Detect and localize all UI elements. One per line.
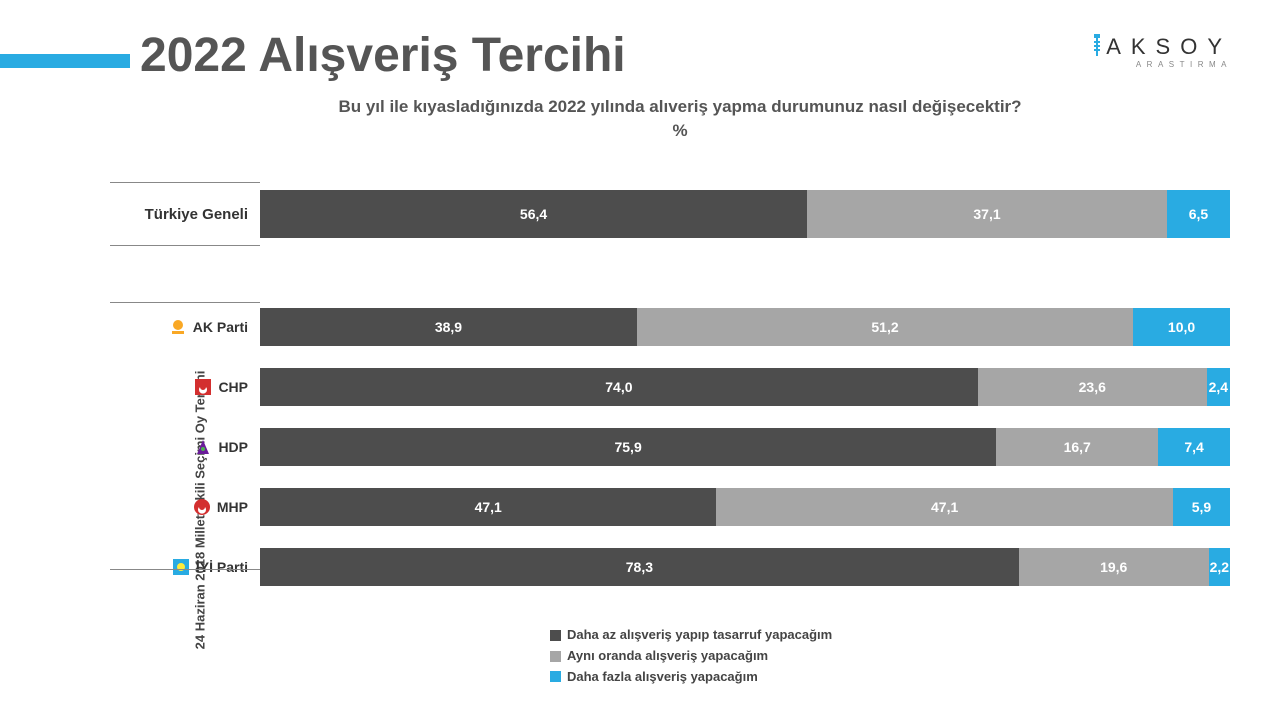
row-label: AK Parti bbox=[110, 318, 260, 336]
divider bbox=[110, 245, 260, 246]
bar-row-party: AK Parti 38,951,210,0 bbox=[110, 308, 1230, 346]
bar-general: 56,437,16,5 bbox=[260, 190, 1230, 238]
bar-segment: 5,9 bbox=[1173, 488, 1230, 526]
divider bbox=[110, 302, 260, 303]
legend-swatch-1 bbox=[550, 630, 561, 641]
bar-segment: 75,9 bbox=[260, 428, 996, 466]
legend-swatch-2 bbox=[550, 651, 561, 662]
legend-item: Aynı oranda alışveriş yapacağım bbox=[550, 646, 832, 667]
bar-segment: 7,4 bbox=[1158, 428, 1230, 466]
bar-chp: 74,023,62,4 bbox=[260, 368, 1230, 406]
bar-akp: 38,951,210,0 bbox=[260, 308, 1230, 346]
party-label-text: MHP bbox=[217, 499, 248, 515]
accent-bar bbox=[0, 54, 130, 68]
bar-row-party: CHP 74,023,62,4 bbox=[110, 368, 1230, 406]
bar-segment: 2,2 bbox=[1209, 548, 1230, 586]
logo-main: AKSOY bbox=[1090, 34, 1232, 62]
legend-swatch-3 bbox=[550, 671, 561, 682]
subtitle-line2: % bbox=[672, 121, 687, 140]
legend-label: Daha az alışveriş yapıp tasarruf yapacağ… bbox=[567, 625, 832, 646]
row-label-general: Türkiye Geneli bbox=[110, 206, 260, 223]
legend: Daha az alışveriş yapıp tasarruf yapacağ… bbox=[550, 625, 832, 687]
bar-segment: 47,1 bbox=[716, 488, 1172, 526]
akp-icon bbox=[169, 318, 187, 336]
logo-main-text: AKSOY bbox=[1106, 34, 1232, 59]
iyi-icon bbox=[172, 558, 190, 576]
row-label: İYİ Parti bbox=[110, 558, 260, 576]
party-block: AK Parti 38,951,210,0 CHP 74,023,62,4 HDP 75,… bbox=[110, 308, 1230, 586]
bar-row-party: HDP 75,916,77,4 bbox=[110, 428, 1230, 466]
bar-segment: 37,1 bbox=[807, 190, 1167, 238]
bar-segment: 10,0 bbox=[1133, 308, 1230, 346]
bar-hdp: 75,916,77,4 bbox=[260, 428, 1230, 466]
general-block: Türkiye Geneli 56,437,16,5 bbox=[110, 190, 1230, 238]
brand-logo: AKSOY ARASTIRMA bbox=[1090, 34, 1232, 69]
bar-segment: 47,1 bbox=[260, 488, 716, 526]
bar-segment: 56,4 bbox=[260, 190, 807, 238]
bar-segment: 51,2 bbox=[637, 308, 1133, 346]
bar-mhp: 47,147,15,9 bbox=[260, 488, 1230, 526]
bar-segment: 2,4 bbox=[1207, 368, 1230, 406]
bar-segment: 74,0 bbox=[260, 368, 978, 406]
divider bbox=[110, 182, 260, 183]
row-label: MHP bbox=[110, 498, 260, 516]
bar-row-party: İYİ Parti 78,319,62,2 bbox=[110, 548, 1230, 586]
legend-label: Daha fazla alışveriş yapacağım bbox=[567, 667, 758, 688]
bar-row-party: MHP47,147,15,9 bbox=[110, 488, 1230, 526]
legend-item: Daha az alışveriş yapıp tasarruf yapacağ… bbox=[550, 625, 832, 646]
logo-icon bbox=[1090, 34, 1104, 62]
mhp-icon bbox=[193, 498, 211, 516]
party-label-text: İYİ Parti bbox=[196, 559, 248, 575]
bar-segment: 38,9 bbox=[260, 308, 637, 346]
bar-segment: 78,3 bbox=[260, 548, 1019, 586]
divider bbox=[110, 569, 260, 570]
row-label: CHP bbox=[110, 378, 260, 396]
bar-iyi: 78,319,62,2 bbox=[260, 548, 1230, 586]
chp-icon bbox=[194, 378, 212, 396]
bar-row-general: Türkiye Geneli 56,437,16,5 bbox=[110, 190, 1230, 238]
bar-segment: 16,7 bbox=[996, 428, 1158, 466]
legend-label: Aynı oranda alışveriş yapacağım bbox=[567, 646, 768, 667]
chart-area: 24 Haziran 2018 Milletvekili Seçimi Oy T… bbox=[110, 190, 1230, 608]
row-label: HDP bbox=[110, 438, 260, 456]
legend-item: Daha fazla alışveriş yapacağım bbox=[550, 667, 832, 688]
hdp-icon bbox=[194, 438, 212, 456]
party-label-text: HDP bbox=[218, 439, 248, 455]
party-label-text: AK Parti bbox=[193, 319, 248, 335]
bar-segment: 6,5 bbox=[1167, 190, 1230, 238]
page-title: 2022 Alışveriş Tercihi bbox=[140, 28, 626, 83]
subtitle: Bu yıl ile kıyasladığınızda 2022 yılında… bbox=[140, 95, 1220, 143]
bar-segment: 23,6 bbox=[978, 368, 1207, 406]
bar-segment: 19,6 bbox=[1019, 548, 1209, 586]
party-label-text: CHP bbox=[218, 379, 248, 395]
general-label-text: Türkiye Geneli bbox=[145, 206, 248, 223]
subtitle-line1: Bu yıl ile kıyasladığınızda 2022 yılında… bbox=[338, 97, 1021, 116]
